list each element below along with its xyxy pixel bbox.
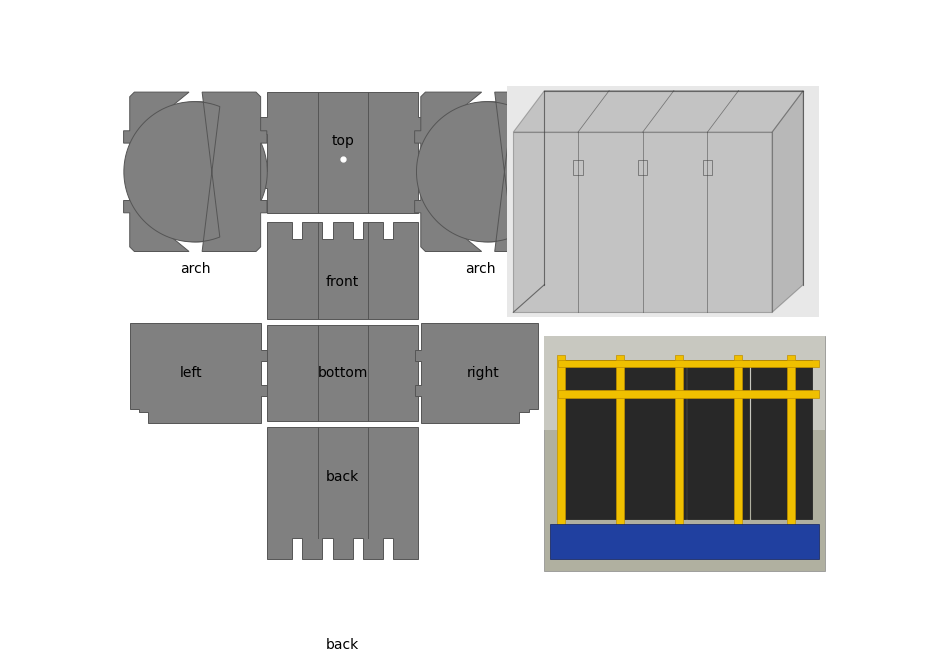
Polygon shape	[414, 323, 538, 423]
Bar	[507, 86, 819, 317]
Bar	[787, 355, 795, 529]
Text: arch: arch	[465, 262, 496, 276]
Bar	[734, 355, 742, 529]
Polygon shape	[267, 222, 418, 319]
Bar	[687, 360, 749, 520]
Polygon shape	[123, 92, 267, 252]
Text: left: left	[180, 366, 203, 380]
Polygon shape	[258, 92, 427, 213]
Bar	[544, 336, 825, 571]
Text: back: back	[326, 638, 360, 651]
Bar	[544, 336, 825, 430]
Polygon shape	[124, 92, 267, 252]
Polygon shape	[267, 427, 418, 559]
Bar	[557, 355, 565, 529]
Text: arch: arch	[180, 262, 210, 276]
Bar	[574, 160, 582, 175]
Text: top: top	[331, 134, 354, 148]
Bar	[751, 360, 812, 520]
Bar	[267, 325, 418, 421]
Polygon shape	[130, 323, 267, 423]
Polygon shape	[416, 92, 546, 252]
Bar	[616, 355, 624, 529]
Polygon shape	[772, 91, 804, 312]
Polygon shape	[514, 132, 772, 312]
Bar	[558, 390, 819, 398]
Text: front: front	[326, 275, 360, 289]
Bar	[550, 524, 819, 559]
Bar	[638, 160, 647, 175]
Text: back: back	[326, 470, 360, 484]
Text: bottom: bottom	[317, 366, 368, 379]
Bar	[703, 160, 712, 175]
Text: right: right	[467, 366, 500, 380]
Bar	[624, 360, 686, 520]
Bar	[558, 360, 819, 367]
Bar	[561, 360, 623, 520]
Polygon shape	[514, 91, 804, 132]
Bar	[675, 355, 683, 529]
Polygon shape	[414, 92, 560, 252]
